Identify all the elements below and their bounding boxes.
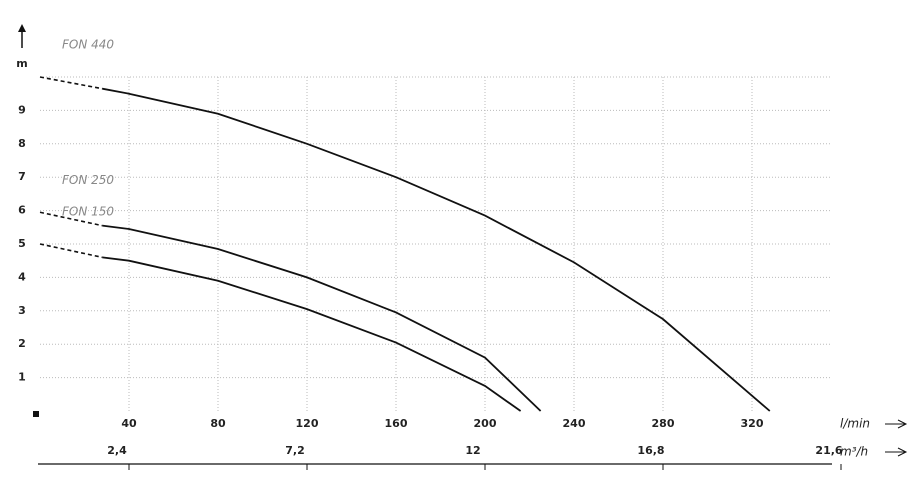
x-tick-label: 280: [652, 417, 675, 430]
x-axis-label: l/min: [840, 417, 870, 431]
y-arrowhead: [18, 24, 26, 32]
curve-extrapolated: [39, 76, 103, 90]
x-arrow: [885, 419, 908, 429]
y-tick-label: 5: [18, 237, 26, 250]
x2-tick-label: 12: [465, 444, 480, 457]
y-tick-label: 9: [18, 103, 26, 116]
x2-tick-label: 7,2: [285, 444, 305, 457]
series-label: FON 250: [62, 173, 114, 187]
y-axis-label: m: [16, 57, 27, 70]
x2-axis-label: m³/h: [840, 445, 868, 459]
x2-tick-label: 16,8: [637, 444, 664, 457]
x2-tick-label: 2,4: [107, 444, 127, 457]
curve: [102, 224, 542, 412]
curve: [102, 87, 771, 412]
x-tick-label: 320: [741, 417, 764, 430]
curve-extrapolated: [39, 243, 103, 259]
x2-tick-label: 21,6: [815, 444, 842, 457]
curve: [102, 256, 522, 412]
series-label: FON 150: [62, 205, 114, 219]
y-tick-label: 8: [18, 137, 26, 150]
y-tick-label: 7: [18, 170, 26, 183]
curve-extrapolated: [39, 211, 103, 227]
y-tick-label: 4: [18, 270, 26, 283]
y-tick-label: 6: [18, 204, 26, 217]
x-tick-label: 160: [385, 417, 408, 430]
origin-marker: [33, 411, 39, 417]
x-tick-label: 80: [210, 417, 226, 430]
y-tick-label: 3: [18, 304, 26, 317]
x-tick-label: 40: [121, 417, 137, 430]
x-tick-label: 120: [296, 417, 319, 430]
series-label: FON 440: [62, 38, 114, 52]
x-tick-label: 240: [563, 417, 586, 430]
y-tick-label: 2: [18, 337, 26, 350]
x2-arrow: [885, 447, 908, 457]
x-tick-label: 200: [474, 417, 497, 430]
y-tick-label: 1: [18, 371, 26, 384]
